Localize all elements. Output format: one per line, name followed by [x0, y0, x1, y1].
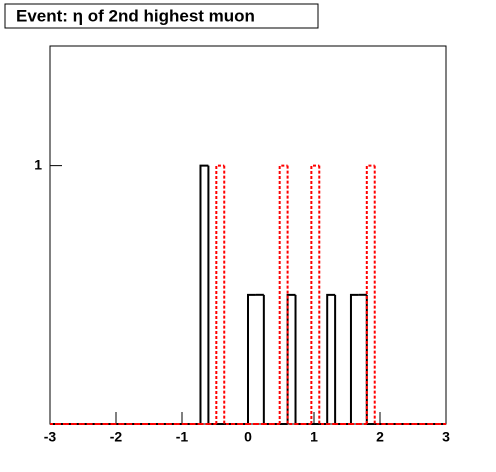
title-box — [4, 3, 319, 29]
histogram-bin — [215, 164, 225, 424]
histogram-bin — [310, 164, 320, 424]
x-tick-label: 2 — [376, 429, 384, 445]
histogram-bin — [223, 165, 233, 425]
chart-title: Event: η of 2nd highest muon — [16, 6, 255, 25]
histogram-bin — [199, 164, 209, 424]
histogram-bin — [318, 165, 328, 425]
x-tick-label: -2 — [110, 429, 123, 445]
histogram-bin — [349, 293, 359, 424]
x-tick-label: -3 — [44, 429, 57, 445]
histogram-bin — [373, 165, 383, 425]
x-tick-label: 0 — [244, 429, 252, 445]
histogram-bin — [247, 293, 256, 424]
x-tick-label: -1 — [176, 429, 189, 445]
histogram-bin — [286, 165, 296, 425]
histogram-bin — [365, 164, 375, 424]
x-tick-label: 3 — [442, 429, 450, 445]
x-tick-label: 1 — [310, 429, 318, 445]
histogram-bin — [278, 164, 288, 424]
histogram-bin — [326, 293, 336, 424]
y-tick-label: 1 — [34, 156, 42, 172]
